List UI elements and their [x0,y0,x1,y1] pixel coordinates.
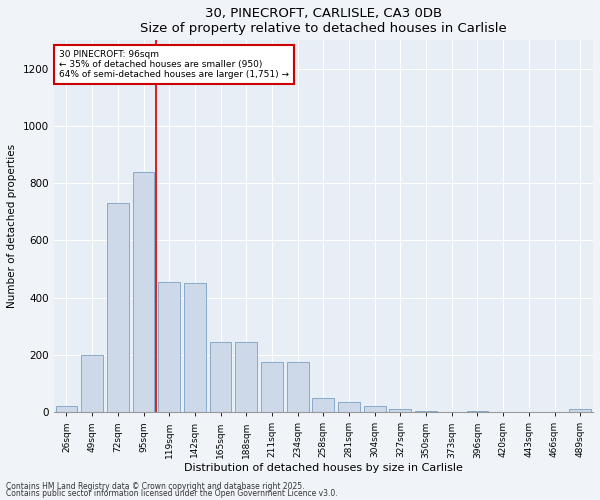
Bar [133,172,154,412]
Bar [287,362,308,412]
Bar [235,342,257,412]
Bar [81,355,103,412]
Text: 30 PINECROFT: 96sqm
← 35% of detached houses are smaller (950)
64% of semi-detac: 30 PINECROFT: 96sqm ← 35% of detached ho… [59,50,289,80]
Text: Contains public sector information licensed under the Open Government Licence v3: Contains public sector information licen… [6,489,338,498]
Bar [261,362,283,412]
Bar [107,204,129,412]
Bar [313,398,334,412]
Bar [338,402,360,412]
Title: 30, PINECROFT, CARLISLE, CA3 0DB
Size of property relative to detached houses in: 30, PINECROFT, CARLISLE, CA3 0DB Size of… [140,7,507,35]
Bar [209,342,232,412]
Text: Contains HM Land Registry data © Crown copyright and database right 2025.: Contains HM Land Registry data © Crown c… [6,482,305,491]
Bar [56,406,77,412]
Bar [467,410,488,412]
Bar [364,406,386,412]
Bar [389,409,412,412]
X-axis label: Distribution of detached houses by size in Carlisle: Distribution of detached houses by size … [184,463,463,473]
Bar [184,284,206,412]
Y-axis label: Number of detached properties: Number of detached properties [7,144,17,308]
Bar [415,410,437,412]
Bar [569,409,591,412]
Bar [158,282,180,412]
